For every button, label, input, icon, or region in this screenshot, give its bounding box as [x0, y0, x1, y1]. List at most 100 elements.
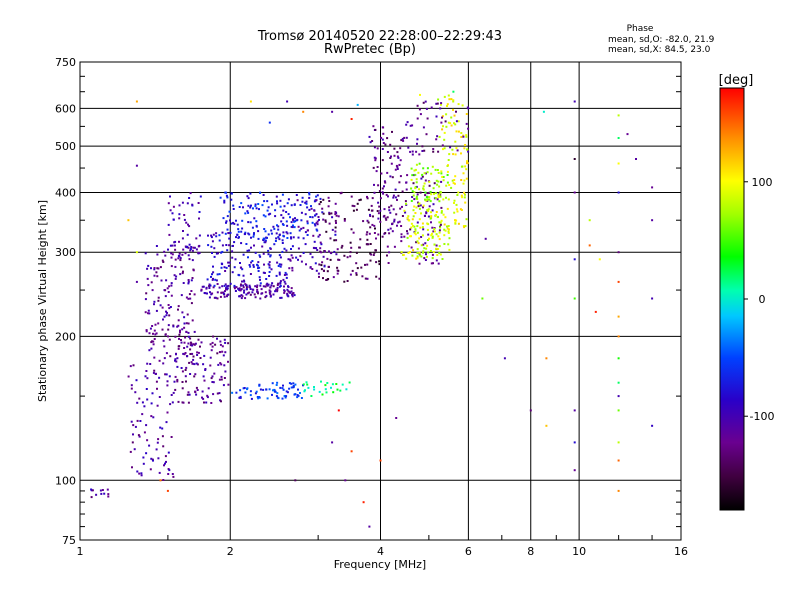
data-point	[256, 288, 259, 291]
data-point	[465, 177, 468, 180]
data-point	[230, 198, 233, 201]
data-point	[246, 210, 249, 213]
data-point	[251, 288, 254, 291]
data-point	[314, 214, 317, 217]
data-point	[216, 283, 219, 285]
data-point	[432, 262, 434, 265]
data-point	[308, 208, 311, 211]
data-point	[438, 252, 441, 254]
data-point	[244, 231, 247, 234]
data-point	[294, 393, 297, 396]
data-point	[431, 232, 433, 235]
data-point	[325, 279, 328, 281]
data-point	[174, 335, 177, 338]
data-point	[392, 194, 395, 197]
data-point	[308, 191, 311, 194]
data-point	[377, 217, 380, 220]
data-point	[428, 237, 430, 240]
chart-title: Tromsø 20140520 22:28:00–22:29:43	[257, 29, 502, 44]
data-point	[188, 225, 191, 228]
data-point	[264, 291, 267, 294]
data-point	[164, 254, 167, 257]
data-point	[151, 289, 154, 292]
data-point	[155, 245, 158, 247]
data-point	[288, 382, 291, 385]
data-point	[264, 296, 267, 299]
data-point	[238, 396, 241, 399]
data-point	[167, 291, 170, 293]
data-point	[242, 286, 245, 289]
data-point	[144, 252, 147, 255]
data-point	[211, 273, 213, 276]
data-point	[315, 269, 318, 272]
data-point	[428, 196, 431, 199]
data-point	[378, 260, 381, 263]
data-point	[150, 347, 153, 350]
data-point	[130, 420, 133, 423]
data-point	[302, 383, 305, 386]
data-point	[356, 103, 359, 106]
data-points	[90, 90, 654, 528]
data-point	[444, 229, 447, 232]
data-point	[278, 271, 281, 274]
data-point	[199, 195, 202, 198]
data-point	[149, 363, 152, 365]
data-point	[359, 198, 362, 201]
data-point	[232, 221, 235, 224]
data-point	[378, 263, 381, 266]
data-point	[241, 295, 244, 298]
data-point	[208, 287, 211, 289]
data-point	[270, 284, 273, 287]
data-point	[135, 251, 138, 254]
data-point	[545, 357, 548, 360]
data-point	[431, 236, 434, 239]
data-point	[306, 383, 309, 386]
data-point	[224, 351, 227, 354]
data-point	[418, 207, 421, 210]
data-point	[343, 254, 346, 257]
data-point	[430, 234, 433, 237]
data-point	[176, 325, 179, 328]
data-point	[311, 221, 314, 224]
data-point	[268, 121, 271, 124]
data-point	[292, 224, 294, 227]
data-point	[265, 278, 268, 280]
data-point	[218, 286, 221, 289]
data-point	[252, 265, 255, 268]
data-point	[150, 267, 152, 270]
data-point	[158, 376, 161, 379]
data-point	[302, 226, 305, 229]
data-point	[430, 172, 433, 175]
data-point	[377, 184, 380, 187]
data-point	[222, 354, 225, 357]
data-point	[225, 266, 228, 269]
data-point	[437, 235, 440, 238]
data-point	[267, 253, 270, 256]
data-point	[300, 227, 303, 230]
data-point	[182, 248, 185, 251]
colorbar-tick-label: 100	[752, 176, 773, 189]
data-point	[278, 263, 281, 266]
data-point	[217, 252, 219, 255]
data-point	[127, 375, 130, 378]
data-point	[156, 267, 159, 270]
data-point	[159, 479, 162, 482]
data-point	[207, 244, 210, 247]
y-tick-label: 300	[55, 246, 76, 259]
data-point	[327, 196, 330, 199]
x-tick-label: 4	[377, 545, 384, 558]
data-point	[373, 251, 376, 254]
data-point	[173, 244, 176, 247]
data-point	[259, 297, 262, 300]
data-point	[189, 353, 192, 355]
data-point	[322, 255, 325, 258]
data-point	[237, 287, 240, 290]
data-point	[413, 225, 416, 228]
data-point	[455, 120, 458, 123]
data-point	[166, 489, 169, 492]
data-point	[419, 93, 421, 96]
data-point	[227, 284, 230, 287]
data-point	[146, 398, 149, 401]
data-point	[150, 457, 153, 460]
data-point	[290, 248, 292, 250]
